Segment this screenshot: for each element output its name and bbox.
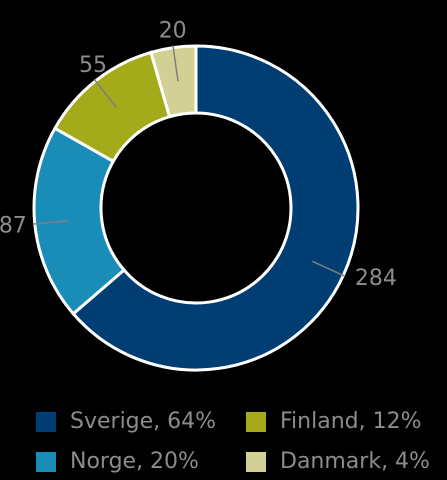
legend-swatch-finland [246,412,266,432]
legend-swatch-danmark [246,452,266,472]
legend-label-finland: Finland, 12% [280,409,422,434]
legend-item-finland: Finland, 12% [246,404,422,440]
legend-label-sverige: Sverige, 64% [70,409,217,434]
donut-chart: 284 87 55 20 [0,19,397,372]
legend-label-danmark: Danmark, 4% [280,449,430,474]
legend-item-sverige: Sverige, 64% [36,404,216,440]
value-label-danmark: 20 [159,19,187,44]
value-label-norge: 87 [0,213,27,238]
leader-line-danmark [172,45,179,82]
value-label-sverige: 284 [355,266,397,291]
slice-danmark [149,44,198,119]
leader-line-sverige [312,260,346,278]
leader-line-finland [93,78,118,109]
legend-item-norge: Norge, 20% [36,444,199,480]
leader-line-norge [32,219,69,225]
legend-item-danmark: Danmark, 4% [246,444,430,480]
slice-sverige [71,44,360,372]
value-label-finland: 55 [79,53,107,78]
chart-legend: Sverige, 64% Finland, 12% Norge, 20% Dan… [36,404,447,478]
legend-swatch-sverige [36,412,56,432]
legend-swatch-norge [36,452,56,472]
legend-label-norge: Norge, 20% [70,449,199,474]
